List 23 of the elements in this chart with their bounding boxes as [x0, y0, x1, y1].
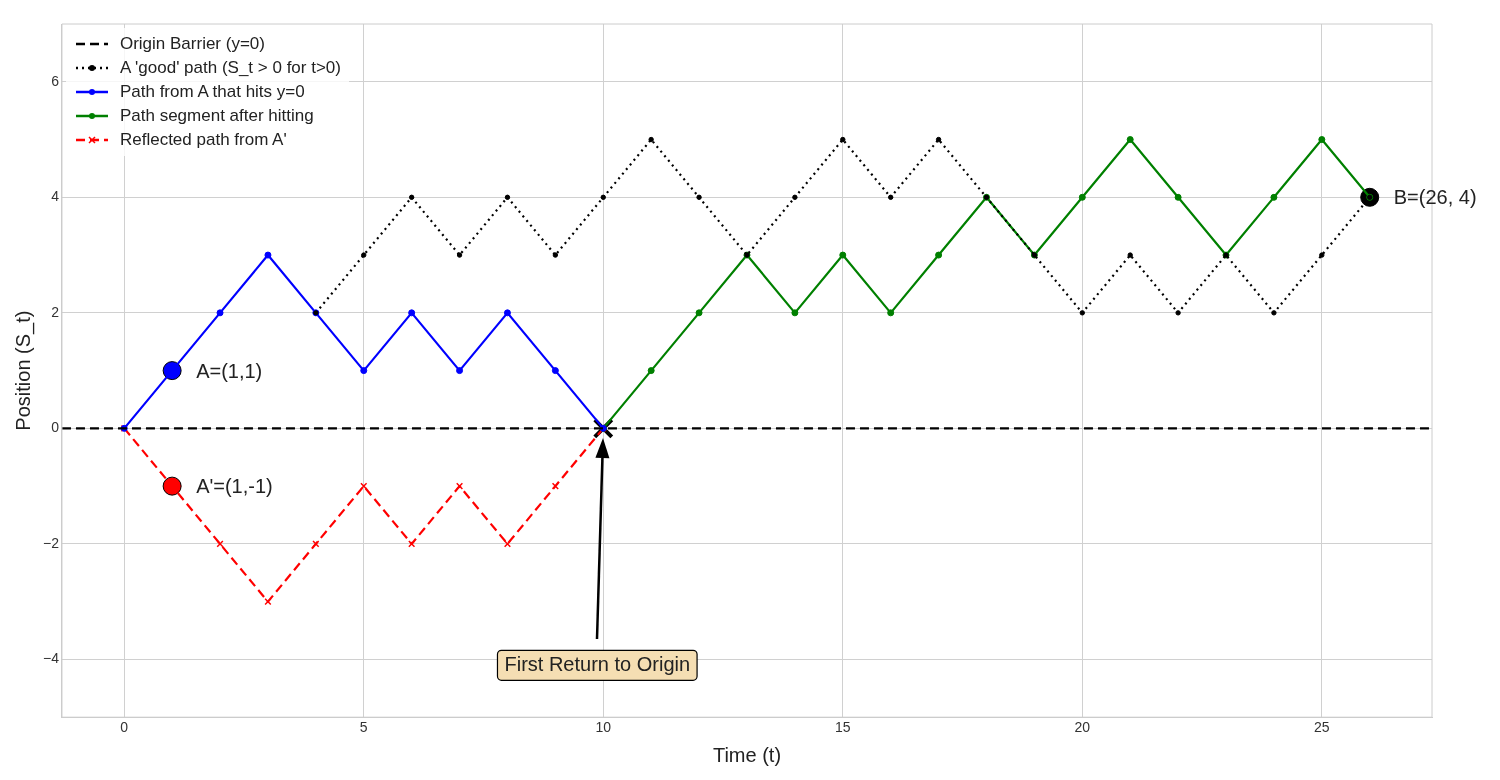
x-tick-label: 5: [359, 719, 368, 736]
legend-label: Path segment after hitting: [119, 106, 314, 126]
x-tick-label: 25: [1314, 719, 1330, 736]
x-tick-label: 15: [835, 719, 851, 736]
y-axis-title: Position (S_t): [11, 310, 35, 431]
y-tick-label: 0: [51, 419, 60, 436]
y-tick-label: 4: [51, 188, 60, 205]
legend-label: Reflected path from A': [119, 130, 287, 150]
legend-label: Origin Barrier (y=0): [119, 34, 265, 54]
y-tick-label: 2: [51, 303, 60, 320]
annotation: A'=(1,-1): [196, 474, 273, 499]
x-tick-label: 0: [120, 719, 129, 736]
annotation: First Return to Origin: [504, 652, 691, 675]
legend-label: A 'good' path (S_t > 0 for t>0): [119, 58, 341, 78]
y-tick-label: 6: [51, 72, 60, 89]
x-tick-label: 10: [595, 719, 612, 736]
annotation: A=(1,1): [196, 358, 263, 383]
legend-label: Path from A that hits y=0: [119, 82, 305, 102]
x-tick-label: 20: [1074, 719, 1091, 736]
x-axis-title: Time (t): [712, 743, 782, 766]
annotation: B=(26, 4): [1393, 185, 1477, 210]
y-tick-label: −4: [42, 650, 60, 667]
y-tick-label: −2: [42, 534, 60, 551]
